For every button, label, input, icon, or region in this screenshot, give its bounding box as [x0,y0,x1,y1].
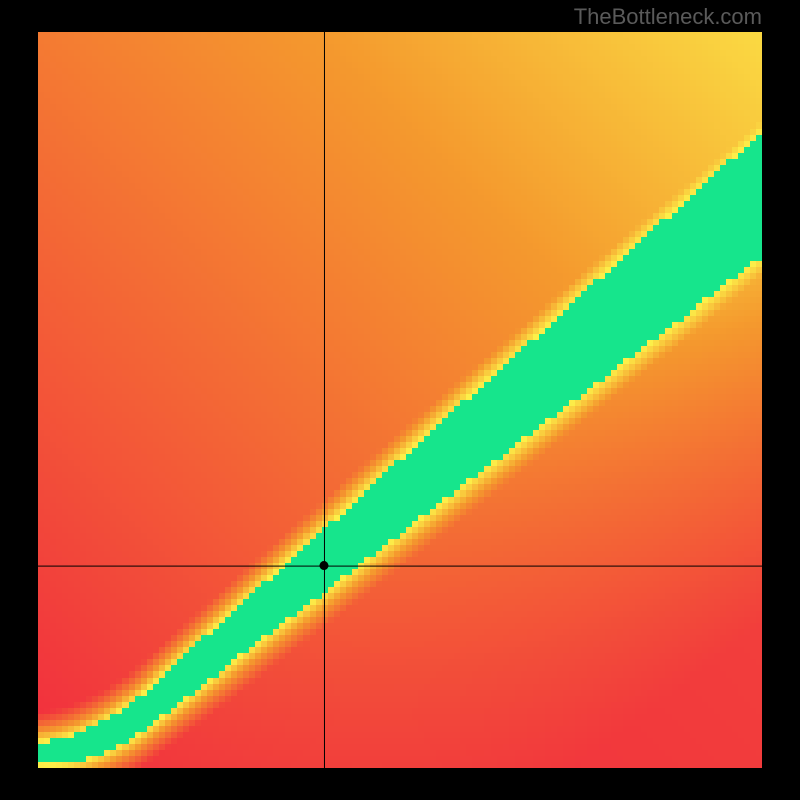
watermark-text: TheBottleneck.com [574,4,762,30]
heatmap-canvas [38,32,762,768]
heatmap-plot-area [38,32,762,768]
